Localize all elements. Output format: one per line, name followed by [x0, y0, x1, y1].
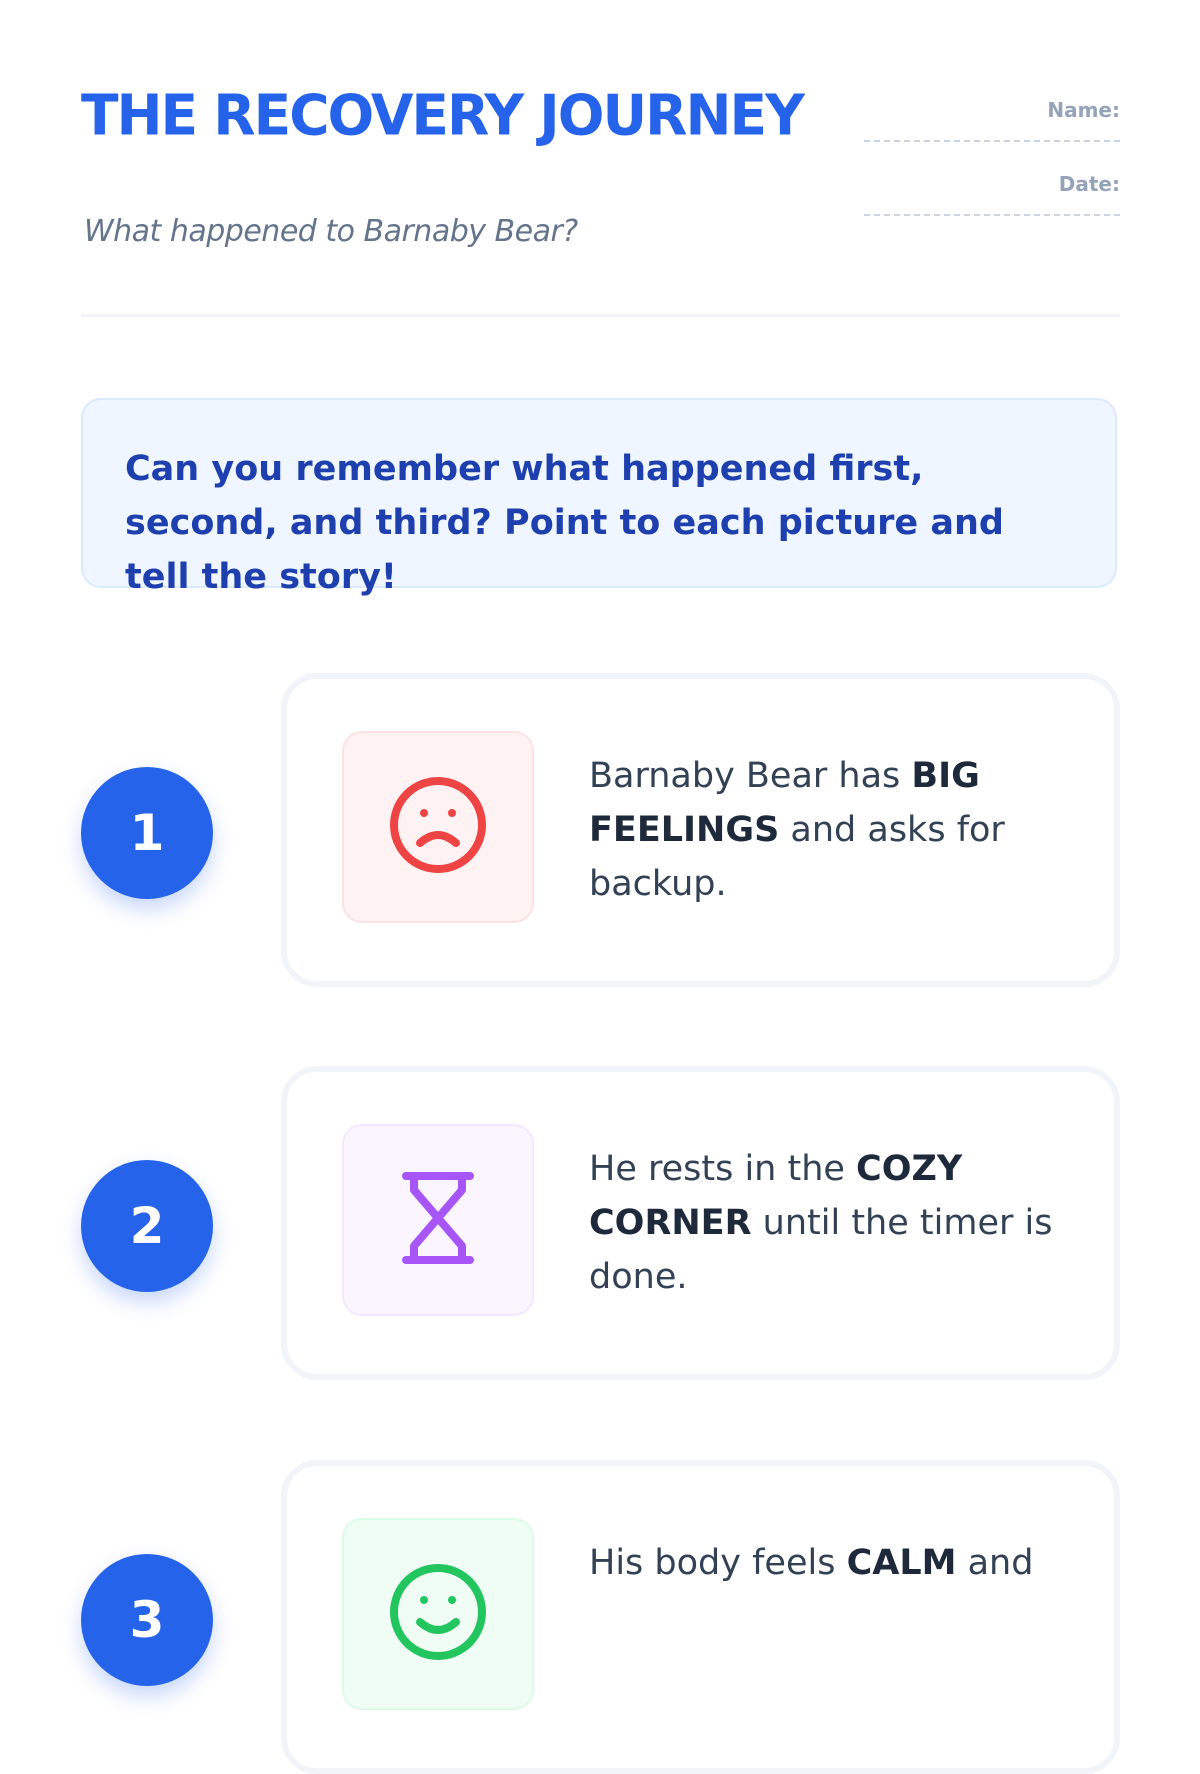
step-text-post: until the timer is done. — [589, 1203, 1053, 1297]
page-subtitle: What happened to Barnaby Bear? — [84, 214, 578, 249]
step-text: He rests in the COZY CORNER until the ti… — [589, 1142, 1059, 1304]
happy-face-icon — [388, 1562, 488, 1666]
story-step: 2 He rests in the COZY CORNER until the … — [0, 1066, 1200, 1380]
step-text: Barnaby Bear has BIG FEELINGS and asks f… — [589, 749, 1059, 911]
step-icon-box — [342, 731, 534, 923]
step-text-pre: He rests in the — [589, 1149, 857, 1189]
hourglass-icon — [388, 1168, 488, 1272]
story-step: 3 His body feels CALM and — [0, 1460, 1200, 1774]
name-date-fields: Name: Date: — [864, 98, 1120, 246]
step-icon-box — [342, 1124, 534, 1316]
name-line[interactable] — [864, 140, 1120, 142]
date-line[interactable] — [864, 214, 1120, 216]
sad-face-icon — [388, 775, 488, 879]
name-label: Name: — [1047, 98, 1120, 122]
step-card: He rests in the COZY CORNER until the ti… — [281, 1066, 1120, 1380]
step-number: 2 — [81, 1160, 213, 1292]
step-card: His body feels CALM and — [281, 1460, 1120, 1774]
step-number: 1 — [81, 767, 213, 899]
date-label: Date: — [1058, 172, 1120, 196]
step-text: His body feels CALM and — [589, 1536, 1059, 1590]
page-title: THE RECOVERY JOURNEY — [81, 82, 805, 148]
step-text-bold: COZY CORNER — [589, 1149, 963, 1243]
step-text-post: and — [956, 1543, 1034, 1583]
step-text-bold: BIG FEELINGS — [589, 756, 980, 850]
step-icon-box — [342, 1518, 534, 1710]
story-step: 1 Barnaby Bear has BIG FEELINGS and asks… — [0, 673, 1200, 987]
step-number: 3 — [81, 1554, 213, 1686]
step-card: Barnaby Bear has BIG FEELINGS and asks f… — [281, 673, 1120, 987]
step-text-pre: Barnaby Bear has — [589, 756, 912, 796]
step-text-bold: CALM — [846, 1543, 957, 1583]
step-text-pre: His body feels — [589, 1543, 847, 1583]
instructions-box: Can you remember what happened first, se… — [81, 398, 1117, 597]
step-text-post: and asks for backup. — [589, 810, 1005, 904]
header-divider — [81, 314, 1120, 317]
